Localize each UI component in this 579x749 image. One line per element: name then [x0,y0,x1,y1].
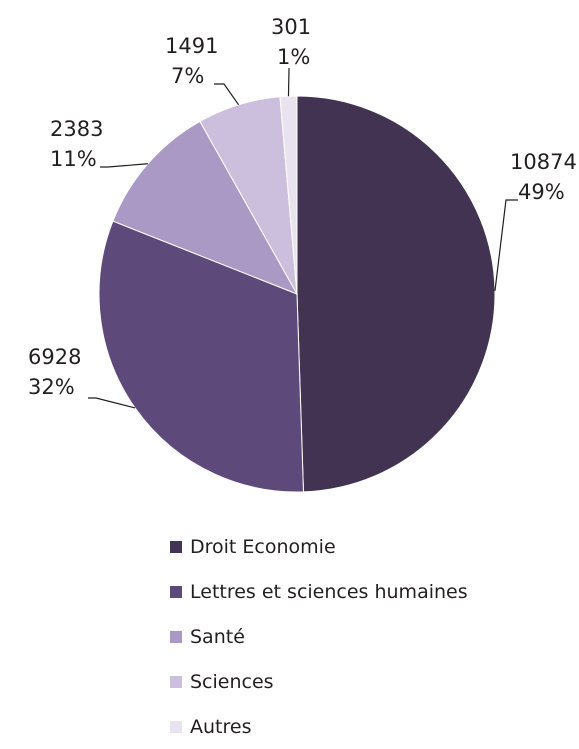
leader-line-autres [287,67,290,97]
percent-label-lettres: 32% [28,375,75,399]
legend-label: Santé [190,625,245,648]
legend-item-droit-economie: Droit Economie [170,524,468,569]
percent-label-autres: 1% [277,45,310,69]
pie-slices [98,95,496,493]
legend-item-lettres: Lettres et sciences humaines [170,569,468,614]
leader-line-sciences [214,83,240,106]
pie-slice-autres [279,95,298,295]
leader-line-sante [100,163,148,168]
leader-lines [88,67,518,409]
value-label-droit-economie: 10874 [510,150,577,174]
leader-line-lettres [88,397,136,409]
legend-item-autres: Autres [170,704,468,749]
legend-label: Autres [190,715,252,738]
legend-swatch [170,585,182,598]
legend-swatch [170,720,182,733]
chart-legend: Droit Economie Lettres et sciences humai… [170,524,468,749]
pie-chart: 10874 49% 6928 32% 2383 11% 1491 7% 301 … [28,15,577,493]
value-label-autres: 301 [271,15,311,39]
slice-labels: 10874 49% 6928 32% 2383 11% 1491 7% 301 … [28,15,577,399]
legend-swatch [170,540,182,553]
legend-label: Sciences [190,670,274,693]
legend-item-sciences: Sciences [170,659,468,704]
legend-swatch [170,630,182,643]
legend-label: Lettres et sciences humaines [190,580,468,603]
legend-item-sante: Santé [170,614,468,659]
percent-label-droit-economie: 49% [518,180,565,204]
leader-line-droit-economie [494,199,518,291]
value-label-sciences: 1491 [165,34,218,58]
pie-slice-droit-economie [296,95,496,493]
value-label-sante: 2383 [50,117,103,141]
legend-swatch [170,675,182,688]
percent-label-sante: 11% [50,147,97,171]
legend-label: Droit Economie [190,535,336,558]
value-label-lettres: 6928 [28,345,81,369]
percent-label-sciences: 7% [171,64,204,88]
